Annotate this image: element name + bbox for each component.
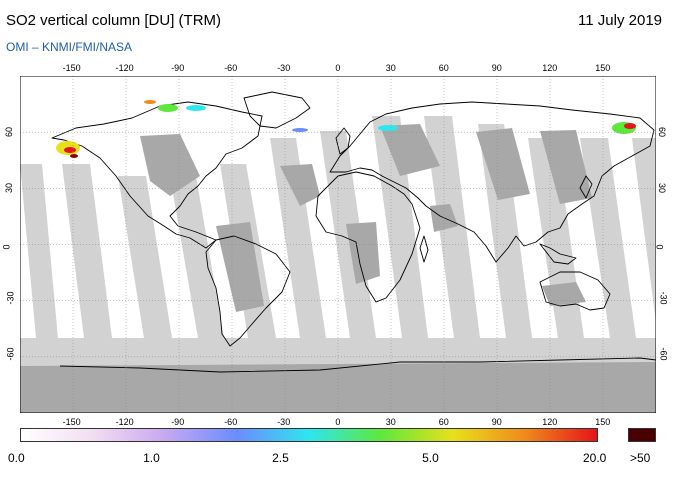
lon-tick-label-bottom: -60 (224, 417, 238, 427)
lon-tick-label-top: 90 (491, 63, 502, 73)
lat-tick-label-left: -60 (5, 347, 16, 361)
map-title: SO2 vertical column [DU] (TRM) (6, 12, 222, 29)
colorbar-label: 2.5 (272, 451, 289, 465)
colorbar-label: 5.0 (422, 451, 439, 465)
lon-tick-label-top: 150 (595, 63, 611, 73)
lat-tick-label-right: 30 (657, 183, 668, 194)
graticule (20, 76, 656, 413)
lon-tick-label-top: 120 (542, 63, 558, 73)
lon-tick-label-top: -90 (171, 63, 185, 73)
colorbar-overflow-swatch (628, 428, 656, 442)
lat-tick-label-left: 60 (4, 126, 15, 137)
lon-tick-label-top: -30 (277, 63, 291, 73)
lon-tick-label-bottom: -30 (277, 417, 291, 427)
colorbar-label: 1.0 (143, 451, 160, 465)
colorbar-label: 20.0 (583, 451, 607, 465)
lon-tick-label-bottom: -120 (115, 417, 134, 427)
lat-tick-label-right: 0 (654, 244, 665, 250)
lon-tick-label-bottom: 90 (491, 417, 502, 427)
so2-plumes (56, 100, 636, 158)
map-date: 11 July 2019 (578, 12, 662, 29)
lon-tick-label-bottom: 120 (542, 417, 558, 427)
lon-tick-label-top: 60 (438, 63, 449, 73)
lat-tick-label-left: 0 (1, 244, 12, 250)
lat-tick-label-right: -60 (658, 347, 669, 361)
lon-tick-label-bottom: -90 (171, 417, 185, 427)
lat-tick-label-left: 30 (4, 183, 15, 194)
lon-tick-label-bottom: -150 (62, 417, 81, 427)
lon-tick-label-top: -150 (62, 63, 81, 73)
lon-tick-label-top: -60 (224, 63, 238, 73)
colorbar-gradient (20, 428, 598, 442)
lon-tick-label-bottom: 60 (438, 417, 449, 427)
lon-tick-label-bottom: 30 (385, 417, 396, 427)
lon-tick-label-top: -120 (115, 63, 134, 73)
lat-tick-label-right: -30 (658, 291, 669, 305)
data-credit: OMI – KNMI/FMI/NASA (6, 40, 133, 54)
lon-tick-label-top: 30 (385, 63, 396, 73)
lat-tick-label-left: -30 (5, 291, 16, 305)
colorbar-overflow-label: >50 (630, 451, 651, 465)
lon-tick-label-bottom: 150 (595, 417, 611, 427)
lon-tick-label-bottom: 0 (335, 417, 341, 427)
lon-tick-label-top: 0 (335, 63, 341, 73)
colorbar-label: 0.0 (8, 451, 25, 465)
so2-world-map (20, 76, 656, 413)
lat-tick-label-right: 60 (657, 126, 668, 137)
